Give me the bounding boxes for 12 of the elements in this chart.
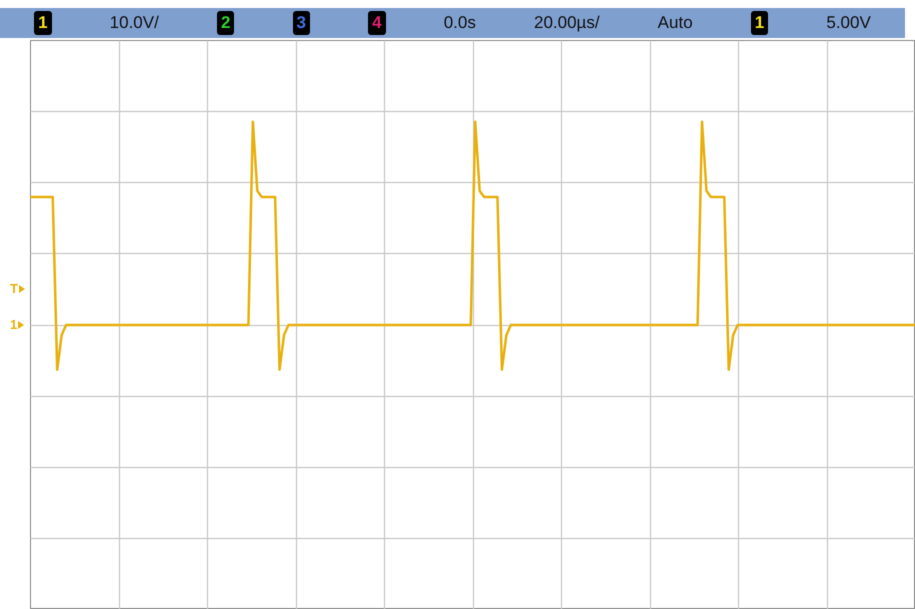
text: 3	[292, 10, 310, 36]
text: 10.0V/	[110, 12, 159, 34]
text: 2	[216, 10, 234, 36]
text: 4	[368, 10, 386, 36]
text: 5.00V	[826, 12, 871, 34]
text: 1	[34, 10, 52, 36]
text: 0.0s	[444, 12, 476, 34]
text: Auto	[658, 12, 693, 34]
text: 20.00µs/	[534, 12, 600, 34]
text: 1	[750, 10, 768, 36]
text: 1	[10, 316, 18, 332]
text: T	[10, 280, 18, 296]
